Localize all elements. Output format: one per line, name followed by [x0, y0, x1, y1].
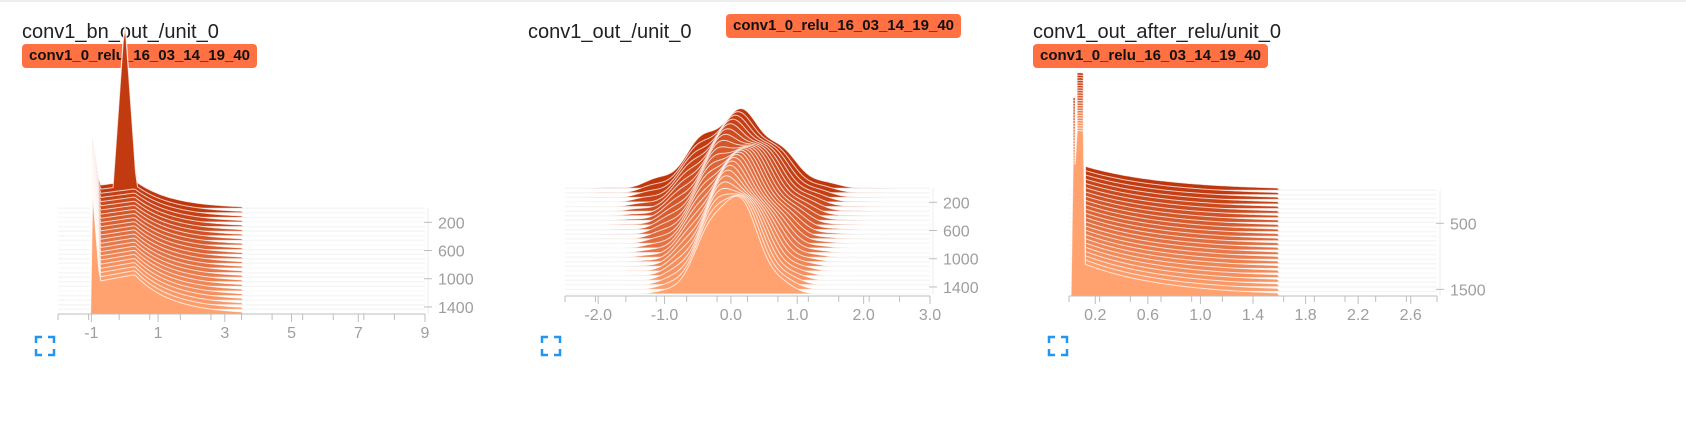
x-tick-label: -2.0 [584, 307, 612, 324]
x-tick-label: 0.0 [720, 307, 742, 324]
step-tick-label: 1400 [943, 280, 979, 297]
step-tick-label: 500 [1450, 216, 1477, 233]
x-tick-label: 0.2 [1084, 307, 1106, 324]
histogram-slices [564, 108, 931, 295]
x-tick-label: -1.0 [651, 307, 679, 324]
step-tick-label: 1000 [943, 252, 979, 269]
step-tick-label: 1500 [1450, 282, 1486, 299]
expand-icon[interactable] [34, 335, 56, 357]
histogram-slices [1069, 72, 1437, 297]
x-tick-label: 2.6 [1400, 307, 1422, 324]
histogram-chart: 0.2 0.6 1.0 1.4 1.8 2.2 2.6 500 1500 [1068, 72, 1486, 324]
step-tick-label: 600 [438, 244, 465, 261]
run-tag[interactable]: conv1_0_relu_16_03_14_19_40 [22, 44, 258, 68]
x-tick-label: 3 [220, 325, 229, 342]
histogram-slice [58, 142, 425, 218]
histogram-slice [1069, 72, 1437, 191]
step-tick-label: 1400 [438, 300, 474, 317]
x-tick-label: 1.0 [1189, 307, 1211, 324]
histogram-card-2: conv1_out_/unit_0 conv1_0_relu_16_03_14_… [505, 0, 1045, 428]
card-title: conv1_out_/unit_0 [528, 21, 692, 43]
x-tick-label: 3.0 [919, 307, 941, 324]
top-divider [0, 0, 1686, 2]
x-tick-label: 1.8 [1294, 307, 1316, 324]
histogram-chart: -2.0 -1.0 0.0 1.0 2.0 3.0 200 600 1000 1400 [564, 108, 979, 324]
histogram-slice [58, 145, 425, 223]
x-tick-label: 9 [421, 325, 430, 342]
x-tick-label: 2.2 [1347, 307, 1369, 324]
expand-icon[interactable] [540, 335, 562, 357]
x-tick-label: -1 [84, 325, 98, 342]
x-tick-label: 1.4 [1242, 307, 1264, 324]
x-tick-label: 1 [154, 325, 163, 342]
card-title: conv1_bn_out_/unit_0 [22, 21, 219, 43]
histogram-card-3: conv1_out_after_relu/unit_0 conv1_0_relu… [1012, 0, 1552, 428]
histogram-slice [565, 195, 930, 295]
histogram-slice [58, 28, 425, 214]
step-tick-label: 200 [943, 195, 970, 212]
x-tick-label: 7 [354, 325, 363, 342]
run-tag[interactable]: conv1_0_relu_16_03_14_19_40 [726, 14, 962, 38]
step-tick-label: 600 [943, 224, 970, 241]
histogram-card-1: conv1_bn_out_/unit_0 conv1_0_relu_16_03_… [0, 0, 540, 428]
x-tick-label: 2.0 [853, 307, 875, 324]
run-tag[interactable]: conv1_0_relu_16_03_14_19_40 [1033, 44, 1269, 68]
step-tick-label: 200 [438, 215, 465, 232]
x-tick-label: 5 [287, 325, 296, 342]
expand-icon[interactable] [1047, 335, 1069, 357]
card-title: conv1_out_after_relu/unit_0 [1033, 21, 1281, 43]
histogram-chart: -1 1 3 5 7 9 200 600 1000 1400 [57, 24, 474, 342]
x-tick-label: 0.6 [1137, 307, 1159, 324]
step-tick-label: 1000 [438, 272, 474, 289]
x-tick-label: 1.0 [786, 307, 808, 324]
histogram-slices [58, 24, 425, 315]
